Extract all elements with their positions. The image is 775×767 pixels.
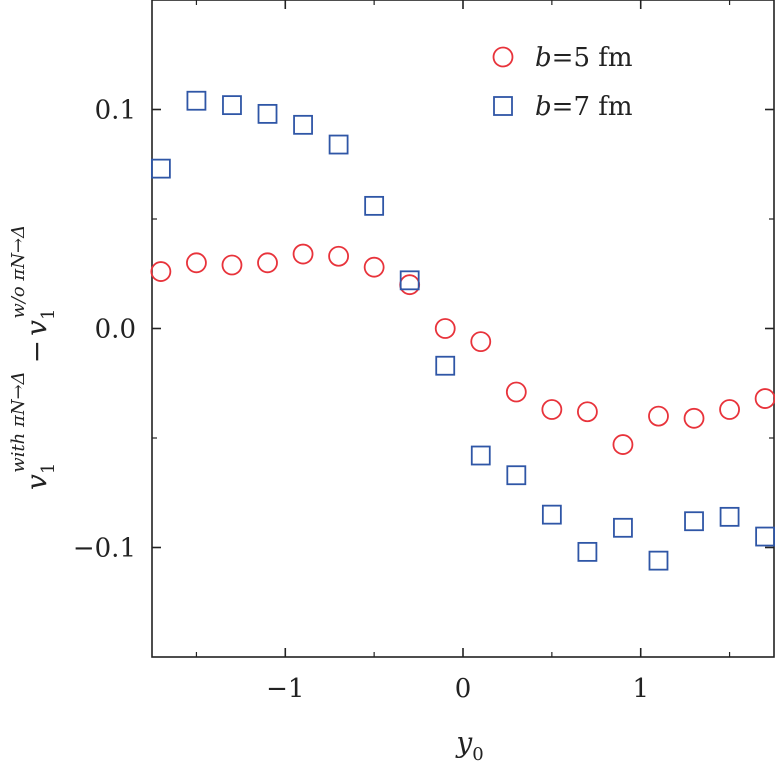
x-axis-title-main: y [454, 726, 473, 759]
legend: b=5 fm b=7 fm [492, 43, 633, 122]
point-b5-0 [150, 261, 172, 282]
y-axis-title: v1with πN→Δ−v1w/o πN→Δ [8, 225, 59, 490]
axis-ticks [152, 0, 774, 657]
y-axis-title-sup-without: w/o πN→Δ [8, 225, 29, 319]
y-axis-title-sub: 1 [38, 463, 59, 474]
point-b5-4 [292, 243, 314, 265]
point-b7-14 [648, 550, 669, 571]
point-b7-12 [577, 541, 598, 562]
point-b7-2 [222, 95, 242, 116]
point-b5-8 [434, 318, 456, 339]
x-axis-title: y0 [454, 726, 483, 765]
point-b5-13 [612, 434, 634, 455]
legend-marker-b5 [492, 46, 514, 68]
point-b7-0 [150, 158, 171, 179]
data-markers [150, 90, 775, 571]
y-tick-label: 0.1 [95, 96, 136, 126]
point-b7-13 [613, 517, 633, 538]
point-b5-5 [328, 245, 350, 267]
legend-label-b7: b=7 fm [535, 92, 633, 122]
legend-label-b5: b=5 fm [535, 43, 633, 73]
x-tick-label: 0 [455, 674, 472, 704]
tick-labels: −1 0 1 −0.1 0.0 0.1 [73, 96, 649, 705]
point-b5-9 [470, 331, 492, 353]
point-b5-12 [577, 401, 598, 423]
y-tick-label: −0.1 [73, 534, 136, 564]
plot-frame [151, 0, 775, 658]
point-b7-9 [470, 445, 491, 466]
y-tick-label: 0.0 [95, 315, 136, 345]
point-b5-2 [221, 254, 243, 276]
point-b5-6 [363, 256, 385, 278]
point-b7-3 [257, 103, 278, 124]
point-b7-7 [399, 270, 420, 291]
point-b5-3 [257, 252, 278, 274]
point-b7-8 [435, 355, 456, 376]
x-axis-title-sub: 0 [472, 744, 483, 765]
point-b7-17 [755, 526, 775, 547]
x-tick-label: −1 [266, 674, 304, 704]
point-b7-10 [506, 465, 527, 486]
point-b5-16 [719, 399, 740, 420]
point-b5-11 [541, 399, 563, 420]
point-b7-5 [328, 134, 349, 155]
y-axis-title-sup-with: with πN→Δ [8, 371, 29, 472]
point-b7-15 [684, 511, 704, 532]
x-tick-label: 1 [632, 674, 649, 704]
y-axis-title-minus: − [20, 340, 53, 363]
point-b7-1 [186, 90, 207, 111]
point-b7-16 [719, 506, 740, 527]
y-axis-title-main: v [20, 474, 53, 490]
legend-marker-b7 [493, 96, 513, 116]
point-b5-10 [505, 381, 527, 403]
y-axis-title-main-2: v [20, 320, 53, 336]
y-axis-title-sub-2: 1 [38, 309, 59, 320]
point-b5-7 [399, 274, 421, 296]
point-b7-11 [541, 504, 562, 525]
point-b5-17 [754, 388, 775, 409]
point-b5-15 [683, 407, 705, 429]
point-b5-14 [648, 405, 669, 427]
point-b5-1 [186, 252, 207, 274]
point-b7-6 [364, 195, 385, 216]
point-b7-4 [293, 114, 313, 135]
